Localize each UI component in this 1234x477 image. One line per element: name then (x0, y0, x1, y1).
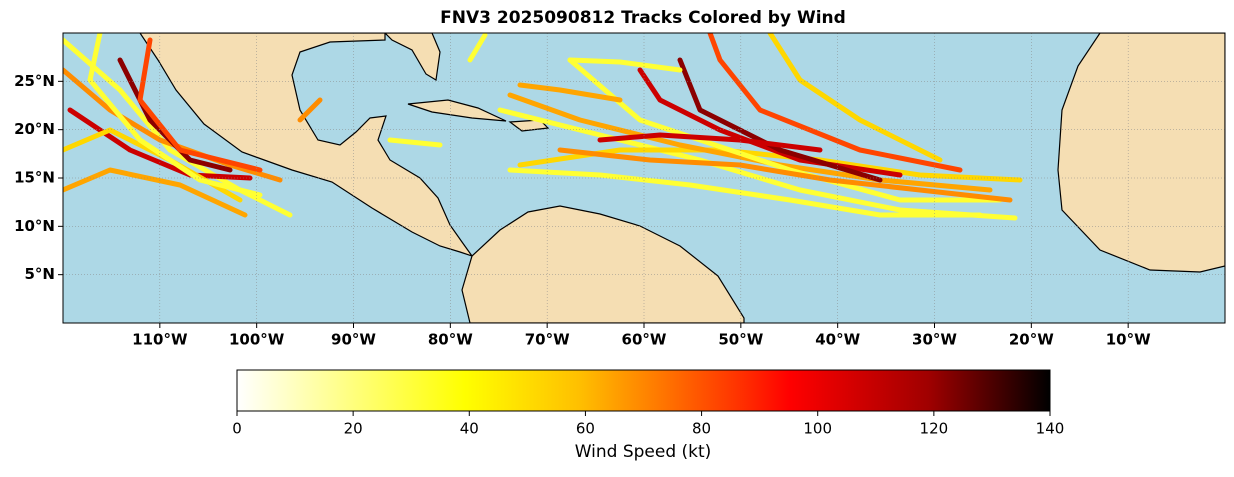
y-tick-label: 20°N (14, 120, 55, 138)
colorbar-label: Wind Speed (kt) (575, 442, 712, 462)
colorbar-tick-label: 100 (803, 420, 832, 438)
x-tick-label: 70°W (525, 331, 570, 349)
y-tick-label: 5°N (25, 265, 56, 283)
x-tick-label: 30°W (912, 331, 957, 349)
grid (63, 33, 1225, 323)
colorbar-tick-label: 20 (344, 420, 363, 438)
map (63, 33, 1225, 323)
x-tick-label: 100°W (229, 331, 285, 349)
y-tick-label: 15°N (14, 169, 55, 187)
chart-title: FNV3 2025090812 Tracks Colored by Wind (440, 8, 846, 28)
x-tick-label: 50°W (718, 331, 763, 349)
colorbar-tick-label: 120 (920, 420, 949, 438)
x-tick-label: 60°W (622, 331, 667, 349)
x-tick-label: 90°W (331, 331, 376, 349)
y-tick-label: 10°N (14, 217, 55, 235)
x-tick-label: 80°W (428, 331, 473, 349)
x-tick-label: 40°W (815, 331, 860, 349)
x-tick-label: 110°W (132, 331, 188, 349)
x-tick-label: 10°W (1106, 331, 1151, 349)
y-tick-label: 25°N (14, 72, 55, 90)
colorbar-tick-label: 40 (460, 420, 479, 438)
storm-tracks (63, 33, 1023, 221)
colorbar-tick-label: 80 (692, 420, 711, 438)
colorbar-tick-label: 0 (232, 420, 242, 438)
colorbar-tick-label: 140 (1036, 420, 1065, 438)
colorbar-tick-label: 60 (576, 420, 595, 438)
land (139, 33, 1225, 323)
colorbar (236, 369, 1051, 412)
x-tick-label: 20°W (1009, 331, 1054, 349)
